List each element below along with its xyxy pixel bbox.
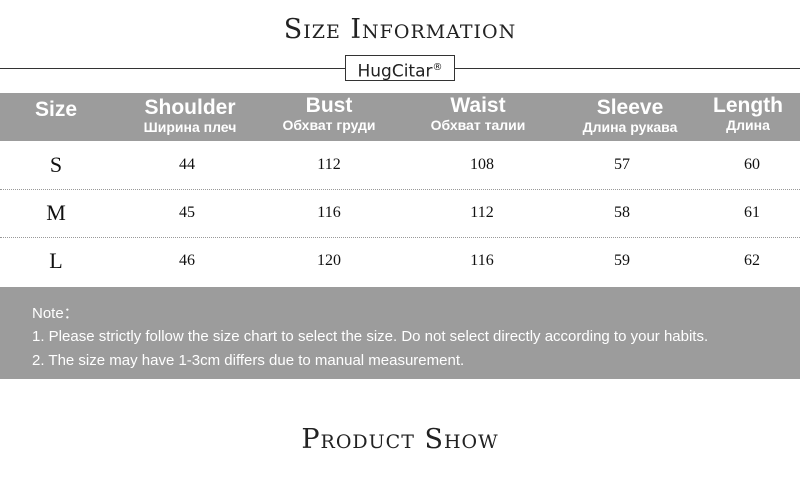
measurement-cell: 59 (614, 252, 630, 269)
measurement-cell: 116 (317, 204, 341, 221)
measurement-cell: 62 (744, 252, 760, 269)
column-bust: Bust Обхват груди (282, 94, 376, 134)
table-row: M 45 116 112 58 61 (0, 189, 800, 238)
measurement-cell: 45 (179, 204, 195, 221)
measurement-cell: 61 (744, 204, 760, 221)
measurement-cell: 44 (179, 156, 195, 173)
measurement-cell: 120 (317, 252, 341, 269)
measurement-cell: 58 (614, 204, 630, 221)
brand-logo: HugCitar® (345, 55, 455, 82)
note-item: 2. The size may have 1-3cm differs due t… (32, 352, 465, 369)
measurement-cell: 116 (470, 252, 494, 269)
measurement-cell: 108 (470, 156, 494, 173)
table-row: S 44 112 108 57 60 (0, 141, 800, 190)
size-label: M (46, 200, 66, 225)
divider (0, 68, 345, 69)
product-show-title: Product Show (301, 424, 499, 455)
note-item: 1. Please strictly follow the size chart… (32, 328, 709, 345)
size-information-title: Size Information (283, 14, 517, 45)
table-header: Size Shoulder Ширина плеч Bust Обхват груд… (0, 93, 800, 141)
measurement-cell: 57 (614, 156, 630, 173)
notes-heading: Note： (32, 305, 79, 322)
size-label: S (49, 152, 63, 177)
column-shoulder: Shoulder Ширина плеч (143, 96, 237, 136)
column-sleeve: Sleeve Длина рукава (582, 96, 678, 136)
column-size: Size (34, 98, 78, 121)
notes-panel: Note： 1. Please strictly follow the size… (0, 287, 800, 379)
measurement-cell: 46 (179, 252, 195, 269)
divider (455, 68, 800, 69)
size-label: L (49, 248, 63, 273)
measurement-cell: 112 (317, 156, 341, 173)
measurement-cell: 60 (744, 156, 760, 173)
measurement-cell: 112 (470, 204, 494, 221)
column-waist: Waist Обхват талии (430, 94, 526, 134)
table-row: L 46 120 116 59 62 (0, 237, 800, 285)
column-length: Length Длина (713, 94, 783, 134)
